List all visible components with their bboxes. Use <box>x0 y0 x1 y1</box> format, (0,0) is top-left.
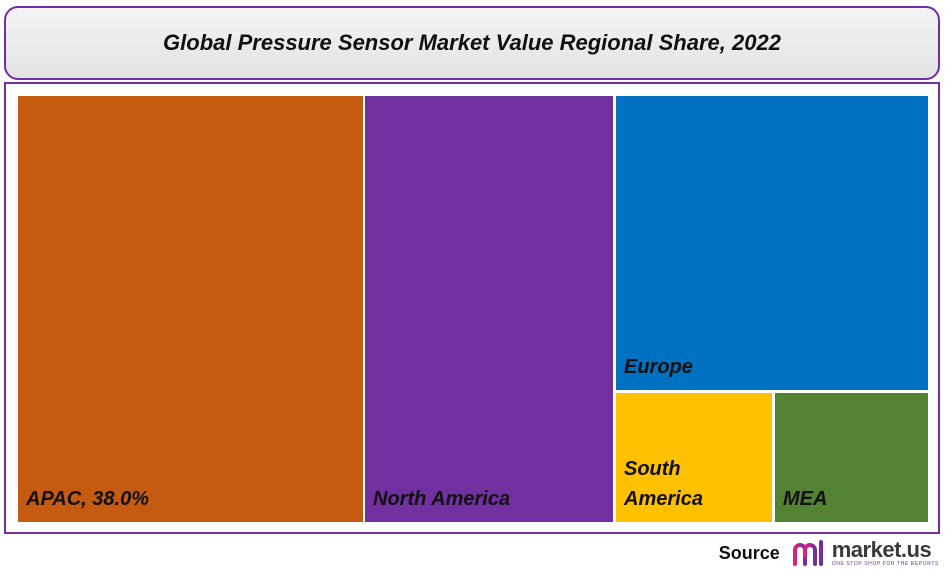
tile-label-apac: APAC, 38.0% <box>26 488 150 510</box>
brand-name: market.us <box>831 537 932 562</box>
chart-title: Global Pressure Sensor Market Value Regi… <box>163 30 781 55</box>
tile-label-europe: Europe <box>624 356 693 378</box>
source-attribution: Source market.us ONE STOP SHOP FOR THE R… <box>719 538 939 568</box>
brand-tagline: ONE STOP SHOP FOR THE REPORTS <box>831 561 939 567</box>
chart-title-box: Global Pressure Sensor Market Value Regi… <box>4 6 940 80</box>
tile-south-america: South America <box>616 393 772 522</box>
source-label: Source <box>718 542 780 563</box>
tile-mea: MEA <box>775 393 928 522</box>
tile-label-mea: MEA <box>783 488 828 510</box>
market-us-logo-icon <box>792 540 823 566</box>
tile-north-america: North America <box>365 96 613 522</box>
tile-label-north-america: North America <box>373 488 511 510</box>
brand-block: market.us ONE STOP SHOP FOR THE REPORTS <box>832 539 939 567</box>
tile-europe: Europe <box>616 96 928 390</box>
treemap-frame: APAC, 38.0% North America Europe South A… <box>4 82 940 534</box>
tile-apac: APAC, 38.0% <box>18 96 363 522</box>
tile-label-south-america: South America <box>624 458 703 510</box>
